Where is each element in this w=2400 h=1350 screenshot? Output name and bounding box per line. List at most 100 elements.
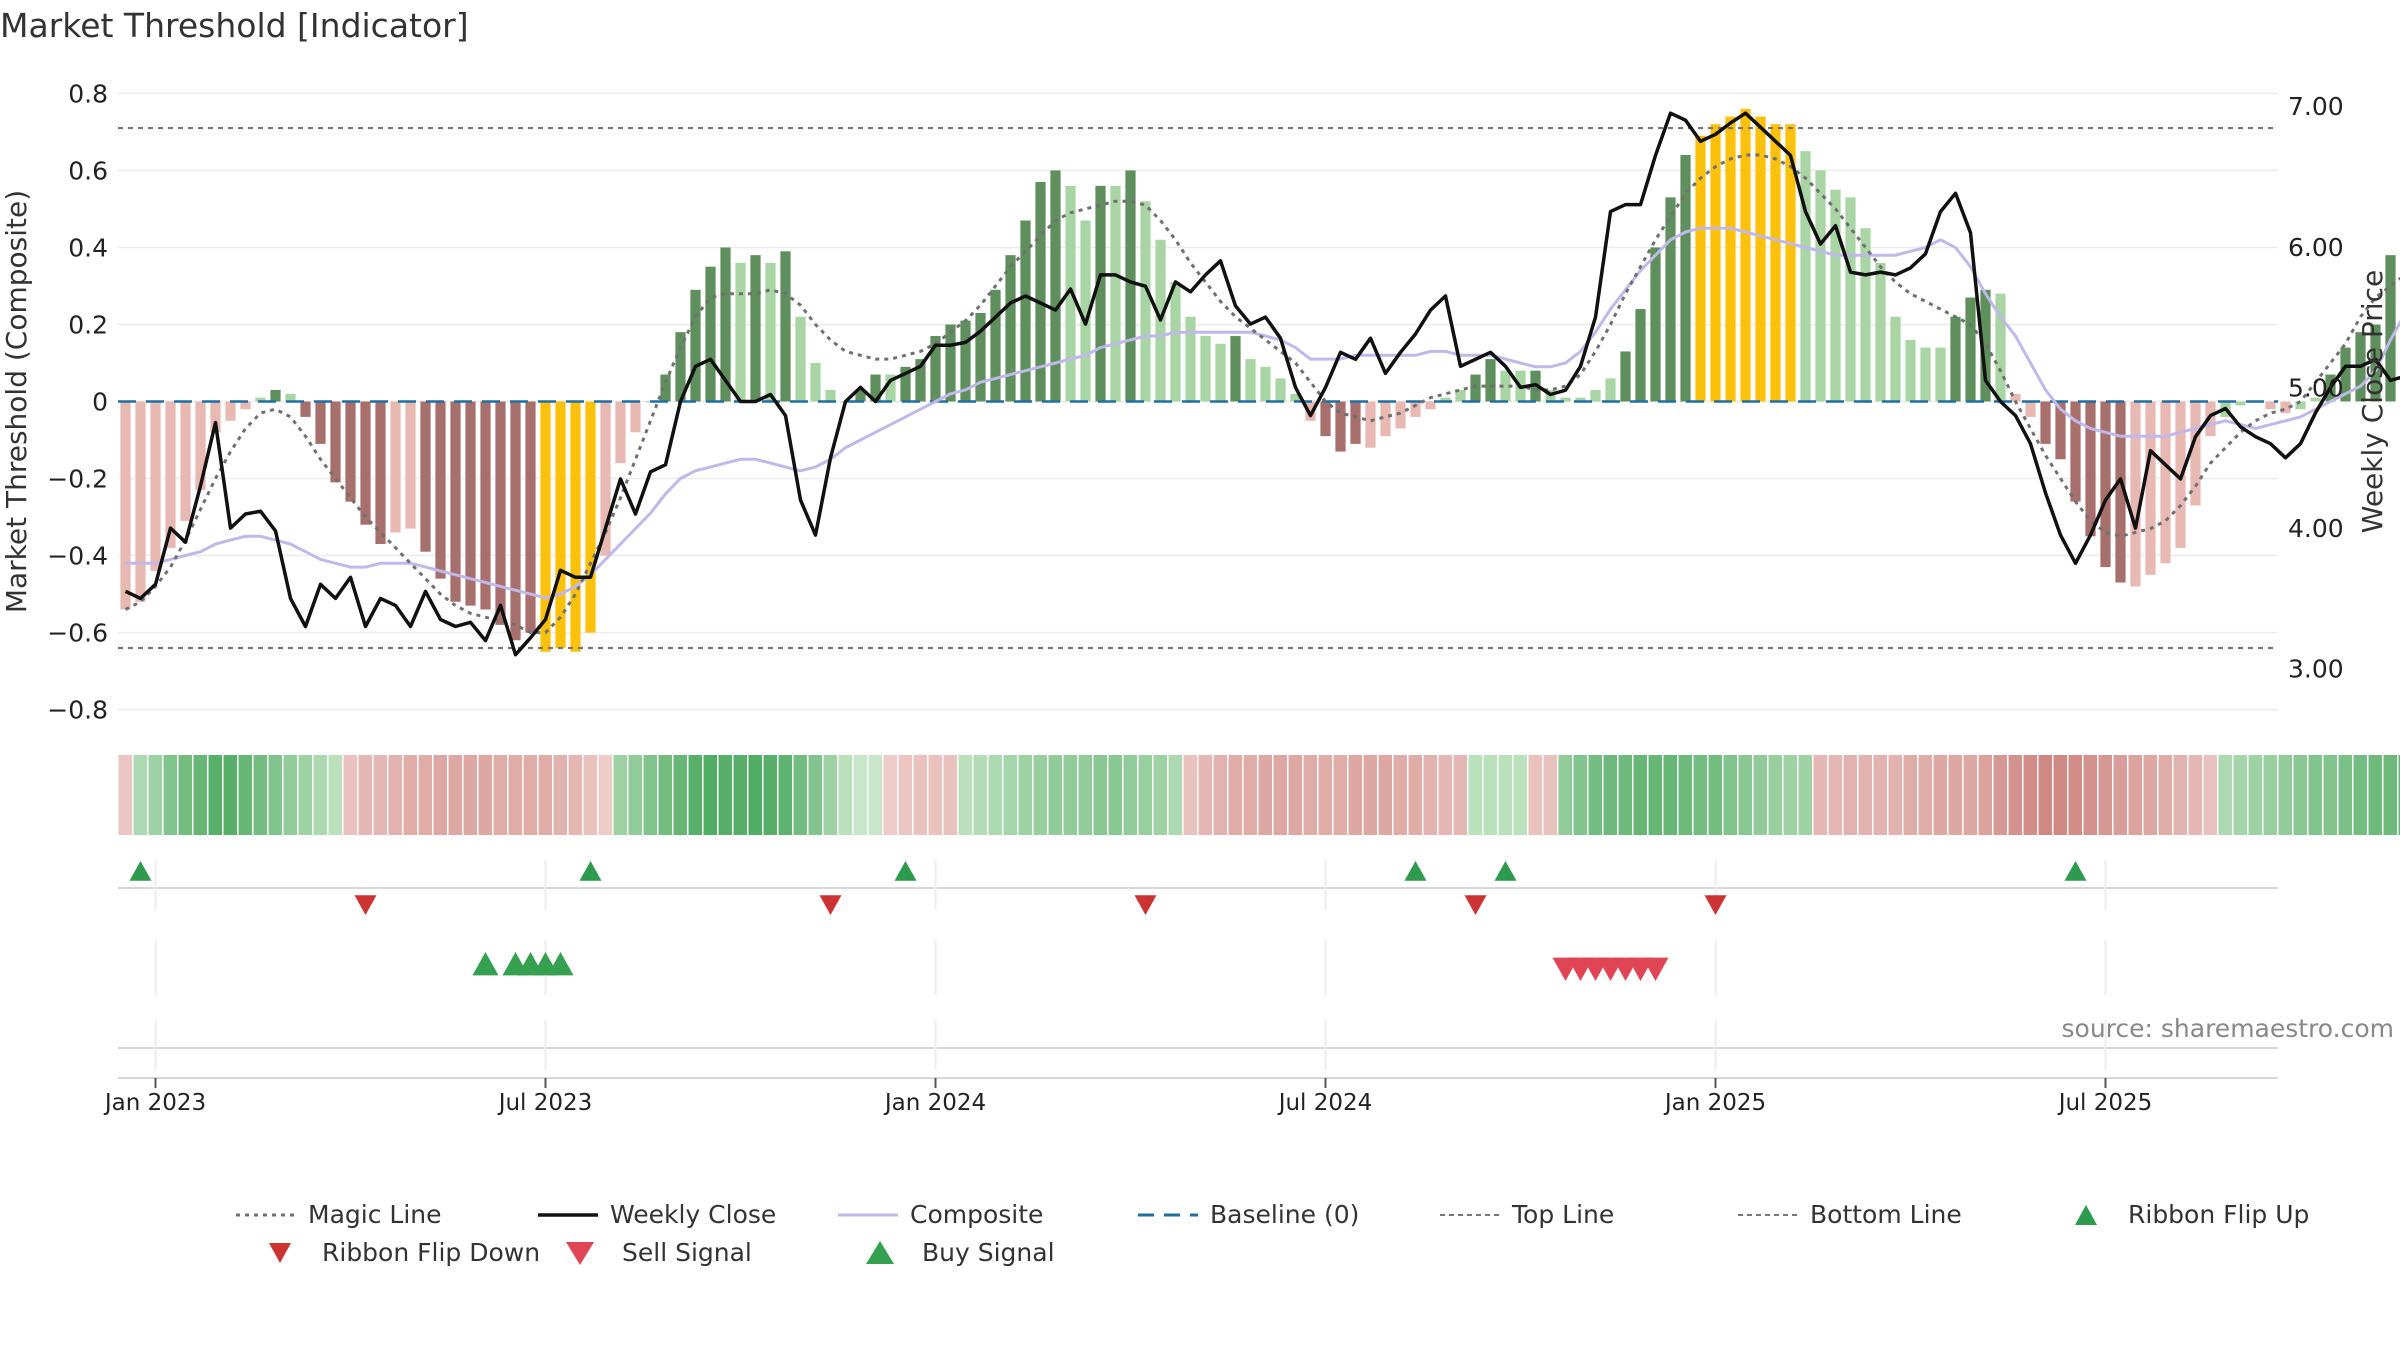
legend-swatch — [866, 1240, 894, 1264]
ribbon-cell — [2398, 755, 2400, 835]
legend-item: Top Line — [1440, 1200, 1614, 1229]
composite-bar — [1305, 401, 1316, 421]
ribbon-cell — [2143, 755, 2157, 835]
composite-bar — [1125, 170, 1136, 402]
legend-item: Sell Signal — [550, 1238, 752, 1267]
ribbon-cell — [1483, 755, 1497, 835]
x-tick-label: Jan 2024 — [883, 1090, 986, 1116]
ribbon-cell — [1603, 755, 1617, 835]
composite-bar — [1065, 185, 1076, 402]
ribbon-cell — [1648, 755, 1662, 835]
composite-bar — [2115, 401, 2126, 583]
composite-bar — [1425, 401, 1436, 410]
composite-bar — [675, 332, 686, 402]
ribbon-cell — [448, 755, 462, 835]
ribbon-cell — [583, 755, 597, 835]
ribbon-cell — [1693, 755, 1707, 835]
ribbon-cell — [1348, 755, 1362, 835]
composite-bar — [1770, 124, 1781, 402]
ribbon-cell — [718, 755, 732, 835]
ribbon-cell — [1243, 755, 1257, 835]
composite-bar — [1740, 108, 1751, 402]
composite-bar — [1365, 401, 1376, 448]
ribbon-cell — [1198, 755, 1212, 835]
ribbon-cell — [1363, 755, 1377, 835]
y-tick-label: 0.4 — [68, 233, 108, 262]
ribbon-flip-up-marker — [1404, 861, 1427, 881]
ribbon-cell — [388, 755, 402, 835]
ribbon-flip-up-marker — [129, 861, 152, 881]
composite-bar — [270, 389, 281, 402]
composite-bar — [2280, 401, 2291, 414]
ribbon-cell — [2323, 755, 2337, 835]
ribbon-cell — [313, 755, 327, 835]
composite-bar — [2055, 401, 2066, 460]
composite-bar — [540, 401, 551, 652]
composite-bar — [1260, 366, 1271, 402]
composite-bar — [1905, 339, 1916, 402]
y-right-tick-label: 3.00 — [2288, 655, 2344, 684]
legend-label: Ribbon Flip Down — [322, 1238, 541, 1267]
ribbon-cell — [1528, 755, 1542, 835]
legend-swatch — [1738, 1213, 1798, 1216]
composite-bar — [1215, 343, 1226, 402]
ribbon-cell — [2128, 755, 2142, 835]
ribbon-cell — [1858, 755, 1872, 835]
composite-bar — [795, 316, 806, 402]
composite-bar — [2085, 401, 2096, 537]
ribbon-cell — [1063, 755, 1077, 835]
ribbon-cell — [778, 755, 792, 835]
composite-bar — [1680, 155, 1691, 402]
ribbon-cell — [868, 755, 882, 835]
ribbon-cell — [928, 755, 942, 835]
ribbon-cell — [1888, 755, 1902, 835]
ribbon-cell — [1963, 755, 1977, 835]
composite-bar — [1470, 374, 1481, 402]
ribbon-cell — [1873, 755, 1887, 835]
composite-bar — [1875, 262, 1886, 402]
ribbon-cell — [2233, 755, 2247, 835]
composite-bar — [2010, 393, 2021, 402]
legend-label: Top Line — [1512, 1200, 1615, 1229]
composite-bar — [2205, 401, 2216, 437]
ribbon-cell — [2203, 755, 2217, 835]
composite-bar — [2145, 401, 2156, 575]
composite-bar — [720, 247, 731, 402]
ribbon-cell — [793, 755, 807, 835]
composite-bar — [1245, 359, 1256, 402]
ribbon-cell — [2218, 755, 2232, 835]
composite-bar — [1275, 378, 1286, 402]
composite-bar — [225, 401, 236, 421]
y-axis-label: Market Threshold (Composite) — [0, 190, 33, 613]
composite-bar — [2370, 324, 2381, 402]
composite-bar — [2070, 401, 2081, 502]
ribbon-cell — [1438, 755, 1452, 835]
y-right-tick-label: 7.00 — [2288, 92, 2344, 121]
ribbon-cell — [1633, 755, 1647, 835]
ribbon-cell — [2293, 755, 2307, 835]
ribbon-cell — [2158, 755, 2172, 835]
y-tick-label: −0.8 — [47, 696, 108, 725]
composite-bar — [1755, 116, 1766, 402]
composite-bar — [1335, 401, 1346, 452]
composite-bar — [2385, 255, 2396, 402]
ribbon-cell — [1573, 755, 1587, 835]
ribbon-cell — [253, 755, 267, 835]
composite-bar — [435, 401, 446, 579]
ribbon-cell — [1003, 755, 1017, 835]
y-right-tick-label: 4.00 — [2288, 514, 2344, 543]
ribbon-cell — [2278, 755, 2292, 835]
composite-bar — [1320, 401, 1331, 437]
composite-bar — [1095, 185, 1106, 402]
composite-bar — [300, 401, 311, 417]
buy-signal-marker — [472, 952, 499, 976]
composite-bar — [1140, 201, 1151, 402]
composite-bar — [1485, 359, 1496, 402]
legend-swatch — [2075, 1204, 2097, 1225]
ribbon-cell — [883, 755, 897, 835]
ribbon-cell — [973, 755, 987, 835]
composite-bar — [660, 374, 671, 402]
composite-bar — [2160, 401, 2171, 564]
chart-legend: Magic Line Weekly Close Composite Baseline … — [0, 1200, 2400, 1290]
